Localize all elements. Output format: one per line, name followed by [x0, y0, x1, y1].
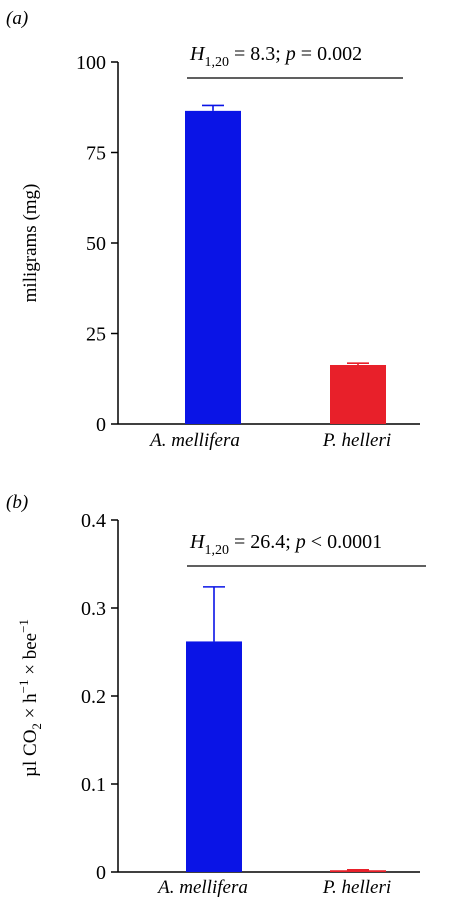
panel-b-y-tick-label-1: 0.1: [81, 774, 106, 796]
panel-b-y-tick-label-3: 0.3: [81, 598, 106, 620]
panel-b-bar-0: [186, 641, 242, 872]
panel-a-y-tick-label-0: 0: [96, 414, 106, 436]
panel-b-bar-1: [330, 870, 386, 872]
panel-a-label: (a): [6, 8, 28, 29]
panel-a: (a) H1,20 = 8.3; p = 0.002 0 25 50 75 100 mi…: [6, 8, 420, 451]
panel-b-category-label-0: A. mellifera: [156, 877, 248, 898]
panel-b: (b) H1,20 = 26.4; p < 0.0001 00.10.20.30…: [6, 492, 426, 898]
panel-a-category-label-0: A. mellifera: [148, 430, 240, 451]
panel-a-y-tick-label-3: 75: [86, 143, 106, 165]
panel-b-y-tick-label-4: 0.4: [81, 510, 106, 532]
panel-b-stat-label: H1,20 = 26.4; p < 0.0001: [189, 531, 382, 558]
panel-a-category-label-1: P. helleri: [322, 430, 391, 451]
panel-a-bars: [185, 104, 386, 425]
panel-a-bar-0: [185, 110, 241, 425]
panel-a-y-ticks: 0 25 50 75 100: [76, 52, 118, 436]
panel-a-y-tick-label-4: 100: [76, 52, 106, 74]
panel-a-y-axis-label: miligrams (mg): [20, 184, 41, 303]
panel-a-bar-1: [330, 364, 386, 424]
panel-b-y-tick-label-2: 0.2: [81, 686, 106, 708]
panel-b-y-tick-label-0: 0: [96, 862, 106, 884]
panel-b-y-ticks: 0 0.1 0.2 0.3 0.4: [81, 510, 118, 884]
panel-b-y-axis-label: µl CO2 × h−1 × bee−1: [16, 619, 44, 777]
panel-b-bars: [186, 586, 386, 872]
panel-b-category-label-1: P. helleri: [322, 877, 391, 898]
panel-a-y-tick-label-2: 50: [86, 233, 106, 255]
panel-b-label: (b): [6, 492, 28, 513]
panel-a-y-tick-label-1: 25: [86, 324, 106, 346]
panel-a-stat-label: H1,20 = 8.3; p = 0.002: [189, 43, 362, 70]
